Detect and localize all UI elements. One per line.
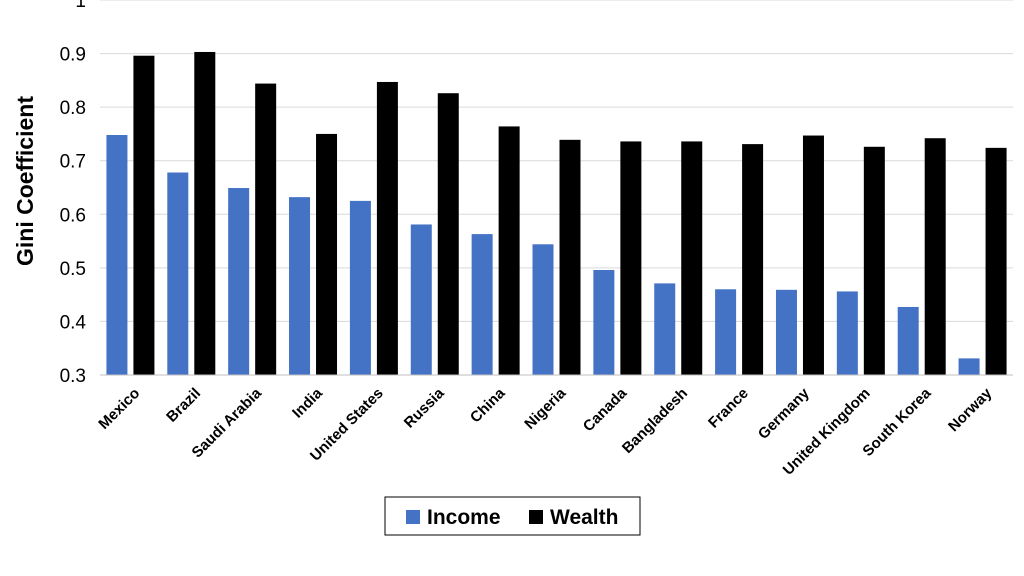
bar-income-south-korea <box>897 306 919 375</box>
bar-income-united-states <box>349 200 371 375</box>
bar-wealth-canada <box>620 141 642 375</box>
x-tick-label: Germany <box>755 384 813 442</box>
legend-box <box>384 496 641 536</box>
y-tick-label: 0.9 <box>60 45 86 66</box>
bar-wealth-united-states <box>376 81 398 375</box>
legend-swatch-income <box>406 510 420 524</box>
x-tick-label: Norway <box>945 384 996 435</box>
bar-wealth-saudi-arabia <box>255 83 277 376</box>
y-tick-label: 0.8 <box>60 98 86 119</box>
bar-wealth-norway <box>985 147 1007 375</box>
legend: Income Wealth <box>384 496 641 536</box>
bar-wealth-france <box>742 144 764 375</box>
y-tick-label: 1 <box>75 0 86 12</box>
y-tick-label: 0.6 <box>60 205 86 226</box>
bars <box>106 51 1007 376</box>
bar-income-china <box>471 234 493 375</box>
y-tick-label: 0.5 <box>60 259 86 280</box>
bar-income-norway <box>958 358 980 375</box>
x-tick-label: China <box>467 384 509 426</box>
x-tick-label: Canada <box>580 384 631 435</box>
bar-wealth-russia <box>437 93 459 375</box>
bar-income-bangladesh <box>654 283 676 375</box>
x-tick-label: Russia <box>401 384 448 431</box>
bar-income-saudi-arabia <box>228 188 250 375</box>
bar-wealth-china <box>498 126 520 375</box>
legend-label-income: Income <box>427 506 501 529</box>
y-tick-label: 0.4 <box>60 312 87 333</box>
y-tick-label: 0.7 <box>60 152 86 173</box>
x-tick-label: India <box>289 384 326 421</box>
bar-income-nigeria <box>532 244 554 375</box>
x-tick-label: France <box>705 385 752 432</box>
y-tick-label: 0.3 <box>60 366 86 387</box>
y-axis-label: Gini Coefficient <box>12 96 38 266</box>
legend-label-wealth: Wealth <box>550 506 618 529</box>
bar-wealth-germany <box>802 135 824 375</box>
bar-income-mexico <box>106 135 128 375</box>
x-tick-label: Bangladesh <box>619 385 691 457</box>
bar-wealth-india <box>316 133 338 375</box>
bar-income-france <box>715 289 737 375</box>
bar-income-russia <box>410 224 432 375</box>
bar-wealth-south-korea <box>924 138 946 375</box>
x-tick-label: Brazil <box>163 385 204 426</box>
bar-wealth-brazil <box>194 51 216 375</box>
bar-income-united-kingdom <box>836 291 858 375</box>
y-tick-labels: 0.3 0.4 0.5 0.6 0.7 0.8 0.9 1 <box>60 0 87 387</box>
bar-wealth-nigeria <box>559 139 581 375</box>
x-tick-label: Nigeria <box>521 384 569 432</box>
bar-income-india <box>289 197 311 375</box>
bar-wealth-bangladesh <box>681 141 703 375</box>
bar-wealth-united-kingdom <box>863 146 885 375</box>
bar-income-germany <box>775 289 797 375</box>
bar-income-canada <box>593 270 615 375</box>
x-tick-label: Mexico <box>95 385 143 433</box>
bar-wealth-mexico <box>133 55 155 375</box>
legend-swatch-wealth <box>529 510 543 524</box>
bar-income-brazil <box>167 172 189 375</box>
gridlines <box>100 0 1013 322</box>
